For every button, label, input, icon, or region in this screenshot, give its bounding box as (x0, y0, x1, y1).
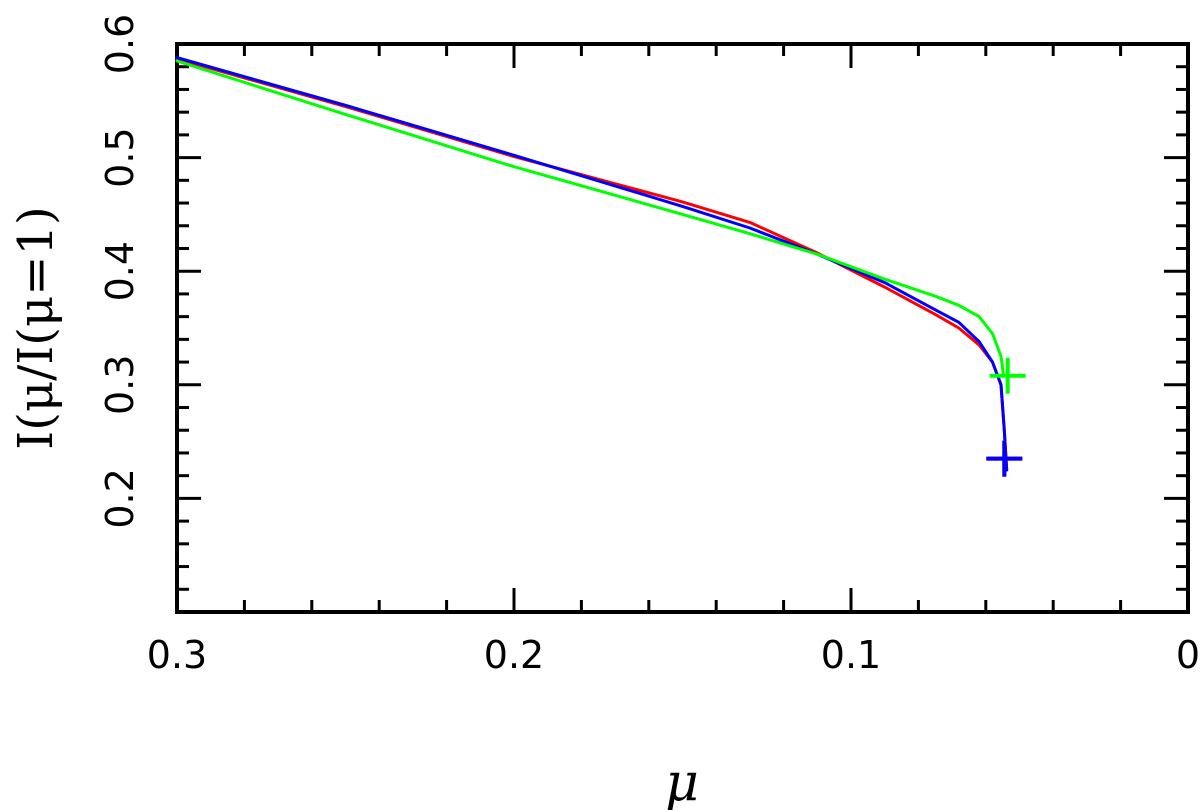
y-tick-label: 0.2 (98, 468, 142, 528)
plot-frame (175, 42, 1190, 614)
y-axis-label: I(μ/I(μ=1) (8, 206, 64, 449)
series-marker-3 (989, 357, 1026, 394)
y-tick-label: 0.4 (98, 241, 142, 301)
y-tick-label: 0.3 (98, 355, 142, 415)
x-tick-label: 0.2 (484, 633, 544, 677)
x-tick-labels: 0.3 0.2 0.1 0 (147, 633, 1200, 677)
curves (175, 56, 1009, 472)
y-tick-labels: 0.2 0.3 0.4 0.5 0.6 (98, 14, 142, 529)
y-tick-label: 0.5 (98, 127, 142, 187)
x-tick-label: 0.1 (821, 633, 881, 677)
y-tick-label: 0.6 (98, 14, 142, 74)
series-line-2 (175, 56, 1009, 472)
series-line-1 (175, 57, 1009, 472)
end-markers (986, 357, 1026, 477)
series-marker-2 (986, 440, 1023, 477)
x-tick-label: 0.3 (147, 633, 207, 677)
x-axis-label: μ (665, 753, 699, 810)
x-tick-label: 0 (1176, 633, 1200, 677)
axis-ticks (175, 42, 1190, 614)
series-line-3 (175, 59, 1005, 375)
